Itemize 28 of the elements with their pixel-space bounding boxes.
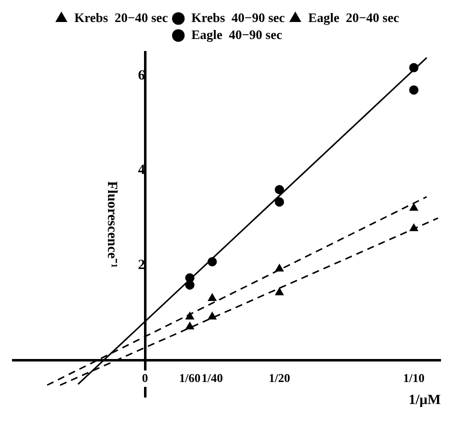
- y-tick-label: 6: [138, 68, 146, 84]
- x-axis-title: 1/μM: [408, 393, 441, 408]
- point: [208, 312, 216, 320]
- point: [208, 294, 216, 301]
- point: [409, 85, 418, 95]
- x-tick-label: 1/40: [202, 370, 223, 385]
- x-tick-label: 1/20: [268, 370, 290, 385]
- legend-label: Krebs 40−90 sec: [191, 10, 286, 25]
- y-tick-label: 4: [138, 163, 146, 178]
- legend-label: Eagle 20−40 sec: [308, 10, 400, 25]
- point: [275, 288, 284, 296]
- x-tick-label: 0: [142, 370, 148, 385]
- point: [274, 184, 284, 194]
- legend-label: Eagle 40−90 sec: [191, 26, 282, 42]
- x-tick-label: 1/10: [403, 370, 424, 385]
- point: [208, 257, 217, 266]
- legend-label: Krebs 20−40 sec: [74, 10, 168, 25]
- y-tick-label: 2: [138, 258, 146, 274]
- point: [274, 197, 284, 207]
- point: [409, 63, 418, 72]
- point: [275, 264, 284, 272]
- point: [410, 224, 418, 232]
- point: [185, 273, 194, 283]
- y-axis-title: Fluorescence⁻¹: [104, 181, 120, 268]
- point: [186, 322, 194, 330]
- point: [410, 203, 418, 211]
- point: [186, 312, 194, 320]
- x-tick-label: 1/60: [179, 370, 200, 385]
